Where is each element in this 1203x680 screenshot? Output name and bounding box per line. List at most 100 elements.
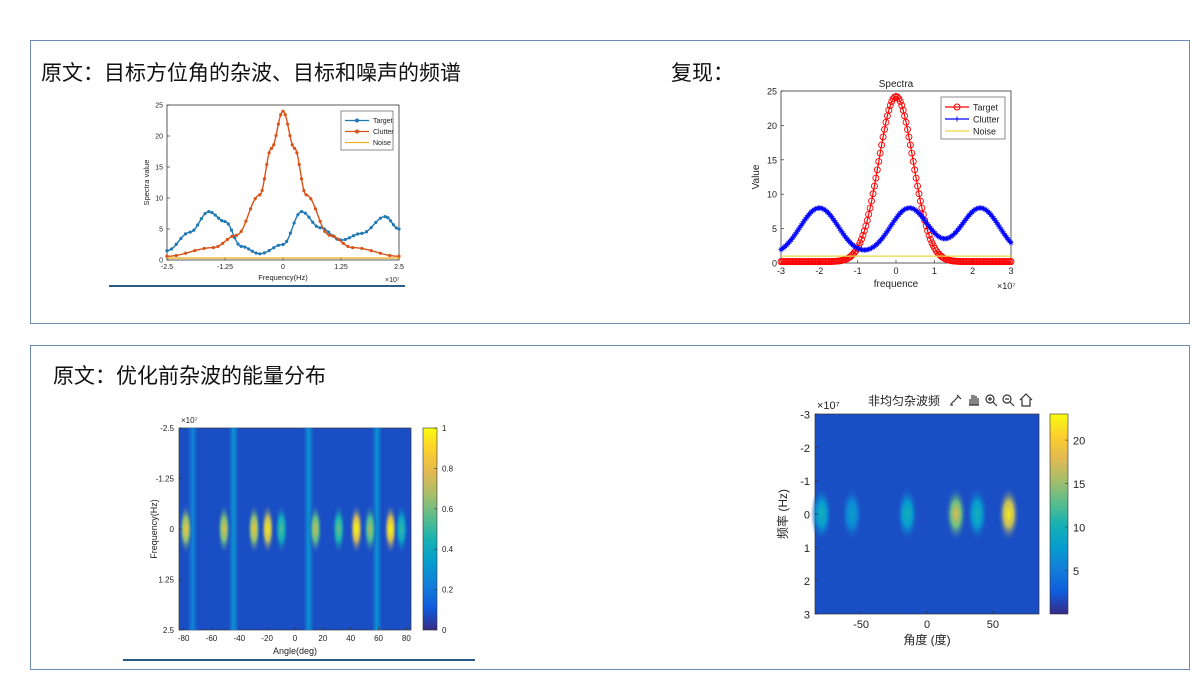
data-point xyxy=(296,213,300,217)
data-point xyxy=(859,231,867,239)
data-point xyxy=(388,253,392,258)
y-tick-label: 2 xyxy=(804,576,810,588)
pan-hand-icon-glyph xyxy=(969,395,979,406)
x-tick-label: 0 xyxy=(293,634,298,643)
zoom-out-icon[interactable] xyxy=(1002,394,1015,407)
data-point xyxy=(293,146,297,150)
y-tick-label: 10 xyxy=(767,190,777,200)
heatmap-blob xyxy=(363,503,378,555)
data-point xyxy=(216,244,220,249)
data-point xyxy=(791,233,797,239)
x-tick-label: 1.25 xyxy=(334,264,348,271)
data-point xyxy=(887,224,893,230)
data-point xyxy=(881,232,888,238)
data-point xyxy=(1008,240,1014,246)
heatmap-blob xyxy=(840,486,863,542)
data-point xyxy=(868,245,875,251)
data-point xyxy=(302,188,306,193)
x-tick-label: 2 xyxy=(970,266,975,276)
data-point xyxy=(833,219,839,226)
data-point xyxy=(912,174,920,182)
y-tick-label: 3 xyxy=(804,610,810,622)
data-point xyxy=(304,193,308,197)
data-point xyxy=(903,206,909,212)
data-point xyxy=(230,234,234,238)
data-point xyxy=(265,162,269,167)
data-point xyxy=(174,253,178,258)
data-point xyxy=(233,236,237,240)
top-panel: 原文：目标方位角的杂波、目标和噪声的频谱 复现： -2.5 -1.25 0 1.25 2… xyxy=(30,40,1190,324)
brush-icon[interactable] xyxy=(950,394,962,406)
data-point xyxy=(347,236,351,240)
data-point xyxy=(927,235,934,243)
data-point xyxy=(276,243,280,247)
x-tick-label: 1 xyxy=(932,266,937,276)
data-point xyxy=(854,245,860,251)
brush-icon-glyph xyxy=(950,394,962,406)
data-point xyxy=(262,177,267,181)
x-tick-label: 2.5 xyxy=(394,264,404,271)
pan-hand-icon[interactable] xyxy=(969,395,979,406)
colorbar-tick-label: 0.6 xyxy=(442,505,454,514)
data-point xyxy=(274,133,278,138)
x-tick-label: 0 xyxy=(893,266,898,276)
data-point xyxy=(272,246,276,250)
heatmap-blob xyxy=(997,486,1020,542)
legend-label-clutter: Clutter xyxy=(973,115,1000,125)
data-point xyxy=(397,254,401,258)
x-tick-label: 0 xyxy=(281,264,285,271)
heatmap-blob xyxy=(260,503,275,555)
data-point xyxy=(904,125,911,133)
x-axis-label: Frequency(Hz) xyxy=(258,273,308,282)
data-point xyxy=(327,233,331,237)
data-point xyxy=(299,210,304,214)
data-point xyxy=(309,197,313,201)
y-tick-label: 0 xyxy=(170,525,175,534)
data-point xyxy=(902,206,908,213)
data-point xyxy=(281,109,285,113)
data-point xyxy=(840,230,846,236)
data-point xyxy=(918,204,926,212)
data-point xyxy=(937,235,944,241)
data-point xyxy=(244,219,248,223)
x-tick-label: -20 xyxy=(261,634,273,643)
heatmap-blob xyxy=(810,486,833,542)
y-tick-label: 0 xyxy=(772,259,777,269)
x-tick-label: 20 xyxy=(318,634,327,643)
data-point xyxy=(794,229,800,235)
y-tick-label: 0 xyxy=(159,258,163,265)
data-point xyxy=(996,224,1003,230)
data-point xyxy=(213,213,217,217)
home-icon[interactable] xyxy=(1019,393,1033,407)
y-tick-label: -1 xyxy=(800,476,810,488)
x-tick-label: 60 xyxy=(374,634,383,643)
x-tick-label: -40 xyxy=(234,634,246,643)
y-tick-label: 25 xyxy=(767,87,777,97)
data-point xyxy=(811,207,817,213)
data-point xyxy=(337,237,341,242)
colorbar-tick-label: 0 xyxy=(442,626,447,635)
heatmap-blob xyxy=(274,503,289,555)
data-point xyxy=(1007,258,1015,266)
legend-marker xyxy=(954,116,960,122)
y-tick-label: -3 xyxy=(800,410,810,422)
data-point xyxy=(870,182,878,190)
legend-box xyxy=(340,110,394,151)
legend-marker xyxy=(355,129,359,134)
y-tick-label: 15 xyxy=(767,155,777,165)
data-point xyxy=(356,232,360,236)
data-point xyxy=(884,228,890,234)
x-axis-label: frequence xyxy=(874,279,919,290)
data-point xyxy=(174,242,178,246)
data-point xyxy=(286,122,290,126)
data-point xyxy=(925,231,933,239)
data-point xyxy=(885,106,893,114)
data-point xyxy=(258,193,262,197)
zoom-in-icon[interactable] xyxy=(985,394,998,407)
y-tick-label: 20 xyxy=(155,134,163,141)
original-spectra-chart: -2.5 -1.25 0 1.25 2.5 0 5 10 15 20 25 Frequency(Hz)… xyxy=(142,103,404,285)
x-tick-label: 50 xyxy=(987,619,999,631)
data-point xyxy=(910,206,916,212)
legend-box xyxy=(940,96,1006,140)
data-point xyxy=(351,234,356,238)
